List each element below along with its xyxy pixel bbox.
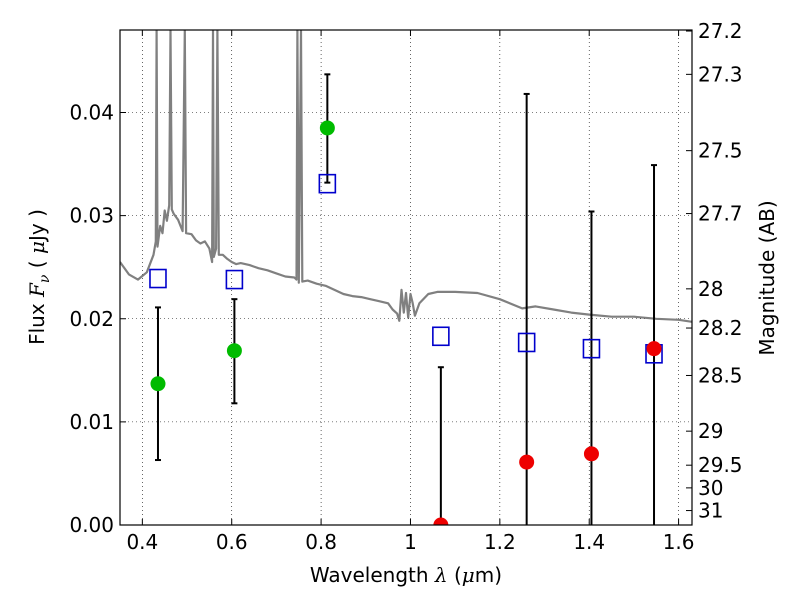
y2-tick-label: 30 [698,476,723,500]
y2-tick-label: 31 [698,499,723,523]
y-tick-label: 0.03 [69,204,114,228]
model-spectrum [120,30,692,323]
observed-flux-point [583,446,599,462]
y-tick-labels: 0.00 0.01 0.02 0.03 0.04 [69,101,114,538]
x-tick-label: 0.6 [216,530,248,554]
axis-ticks [120,30,692,526]
y2-tick-label: 27.7 [698,202,743,226]
model-flux-square [149,268,167,289]
data-markers [149,120,663,525]
y2-tick-label: 29 [698,419,723,443]
model-flux-square [432,326,450,347]
y2-tick-label: 28 [698,277,723,301]
x-tick-label: 1.6 [663,530,695,554]
x-tick-labels: 0.4 0.6 0.8 1 1.2 1.4 1.6 [126,530,694,554]
x-tick-label: 1 [404,530,417,554]
y-tick-label: 0.04 [69,101,114,125]
observed-flux-point [150,376,166,392]
y2-tick-label: 28.5 [698,363,743,387]
observed-flux-point [319,120,335,136]
x-tick-label: 0.4 [126,530,158,554]
y-tick-label: 0.00 [69,513,114,537]
model-flux-square [318,173,337,194]
y2-tick-label: 27.3 [698,62,743,86]
x-tick-label: 1.4 [573,530,605,554]
y2-tick-label: 29.5 [698,453,743,477]
observed-flux-point [226,343,242,359]
y2-tick-label: 28.2 [698,316,743,340]
y-axis-title: Flux Fν ( μJy ) [25,209,53,345]
x-tick-label: 1.2 [484,530,516,554]
observed-flux-point [433,517,449,525]
y-tick-label: 0.01 [69,410,114,434]
model-spectrum-line [120,30,692,323]
observed-flux-point [519,454,535,470]
plot-frame [119,29,693,526]
y2-tick-label: 27.2 [698,19,743,43]
y2-tick-label: 27.5 [698,139,743,163]
model-flux-square [582,338,601,359]
x-axis-title: Wavelength λ (μm) [310,563,502,587]
model-flux-square [225,269,244,290]
y2-axis-title: Magnitude (AB) [755,200,779,355]
y-tick-label: 0.02 [69,307,114,331]
observed-flux-point [646,341,662,357]
model-flux-square [517,332,536,353]
grid-lines [120,30,692,526]
x-tick-label: 0.8 [305,530,337,554]
